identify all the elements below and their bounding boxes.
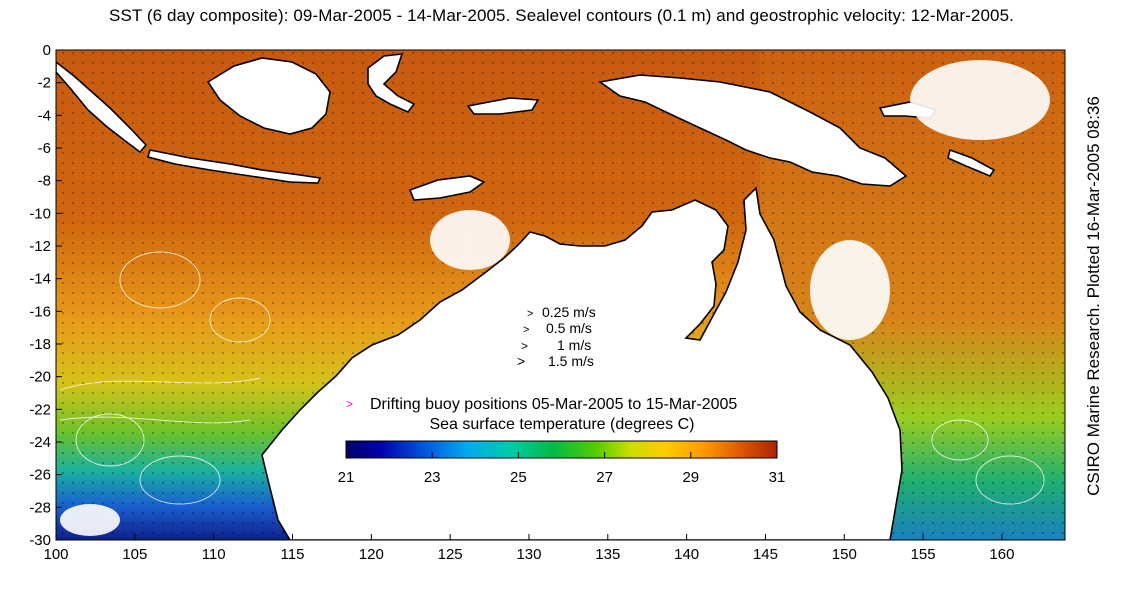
velocity-key-symbol: > <box>527 308 533 320</box>
solomon-islands-land <box>947 148 996 177</box>
y-tick-label: -16 <box>29 303 51 320</box>
y-tick-label: -10 <box>29 205 51 222</box>
x-tick-label: 145 <box>753 546 778 563</box>
x-tick-label: 105 <box>122 546 147 563</box>
colorbar-gradient <box>345 440 778 459</box>
colorbar: Sea surface temperature (degrees C) 21 23… <box>338 416 786 486</box>
colorbar-tick-label: 23 <box>424 469 441 486</box>
y-tick-label: -22 <box>29 401 51 418</box>
colorbar-tick-label: 29 <box>682 469 699 486</box>
cloud-gaps <box>60 60 1050 536</box>
buoy-legend-label: Drifting buoy positions 05-Mar-2005 to 1… <box>370 396 737 413</box>
x-tick-label: 120 <box>359 546 384 563</box>
colorbar-label: Sea surface temperature (degrees C) <box>429 416 694 433</box>
x-tick-label: 125 <box>438 546 463 563</box>
y-tick-label: -18 <box>29 336 51 353</box>
buoy-legend: > Drifting buoy positions 05-Mar-2005 to… <box>346 396 737 413</box>
y-tick-label: -14 <box>29 271 51 288</box>
y-tick-label: -8 <box>38 173 51 190</box>
velocity-key: > 0.25 m/s > 0.5 m/s > 1 m/s > 1.5 m/s <box>517 304 596 369</box>
y-axis: 0 -2 -4 -6 -8 -10 -12 -14 -16 -18 -20 -22 -24 -26 -28 -… <box>29 42 62 549</box>
borneo-land <box>206 57 331 135</box>
x-axis: 100 105 110 115 120 125 130 135 140 145 150 155 160 <box>43 534 1014 563</box>
sumatra-land <box>56 60 148 154</box>
velocity-key-symbol: > <box>523 324 529 336</box>
velocity-key-label: 0.25 m/s <box>542 304 596 320</box>
sulawesi-land <box>367 53 416 113</box>
new-guinea-land <box>597 74 908 187</box>
y-tick-label: -24 <box>29 434 51 451</box>
y-tick-label: 0 <box>43 42 51 59</box>
velocity-key-label: 1.5 m/s <box>548 353 594 369</box>
y-tick-label: -20 <box>29 369 51 386</box>
figure-title: SST (6 day composite): 09-Mar-2005 - 14-… <box>109 6 1014 25</box>
java-land <box>147 149 322 184</box>
seram-land <box>466 97 540 115</box>
x-tick-label: 100 <box>43 546 68 563</box>
x-tick-label: 130 <box>516 546 541 563</box>
colorbar-tick-label: 31 <box>769 469 786 486</box>
x-tick-label: 150 <box>832 546 857 563</box>
colorbar-ticks: 21 23 25 27 29 31 <box>338 452 786 486</box>
x-tick-label: 115 <box>281 546 305 563</box>
x-tick-label: 135 <box>595 546 620 563</box>
buoy-marker-icon: > <box>346 397 353 411</box>
colorbar-tick-label: 25 <box>510 469 527 486</box>
sealevel-contours <box>59 251 1045 505</box>
timor-land <box>408 175 486 201</box>
y-tick-label: -2 <box>38 75 51 92</box>
y-tick-label: -4 <box>38 107 51 124</box>
velocity-key-symbol: > <box>521 339 528 353</box>
y-tick-label: -28 <box>29 499 51 516</box>
velocity-key-label: 1 m/s <box>557 337 591 353</box>
colorbar-tick-label: 27 <box>596 469 613 486</box>
x-tick-label: 110 <box>202 546 226 563</box>
y-tick-label: -26 <box>29 467 51 484</box>
map-frame <box>55 49 1066 541</box>
x-tick-label: 140 <box>674 546 699 563</box>
velocity-key-symbol: > <box>517 353 525 369</box>
map-area <box>56 50 1065 540</box>
y-tick-label: -12 <box>29 238 51 255</box>
y-tick-label: -30 <box>29 532 51 549</box>
velocity-key-label: 0.5 m/s <box>546 320 592 336</box>
colorbar-tick-label: 21 <box>338 469 355 486</box>
y-tick-label: -6 <box>38 140 51 157</box>
x-tick-label: 160 <box>989 546 1014 563</box>
x-tick-label: 155 <box>911 546 936 563</box>
